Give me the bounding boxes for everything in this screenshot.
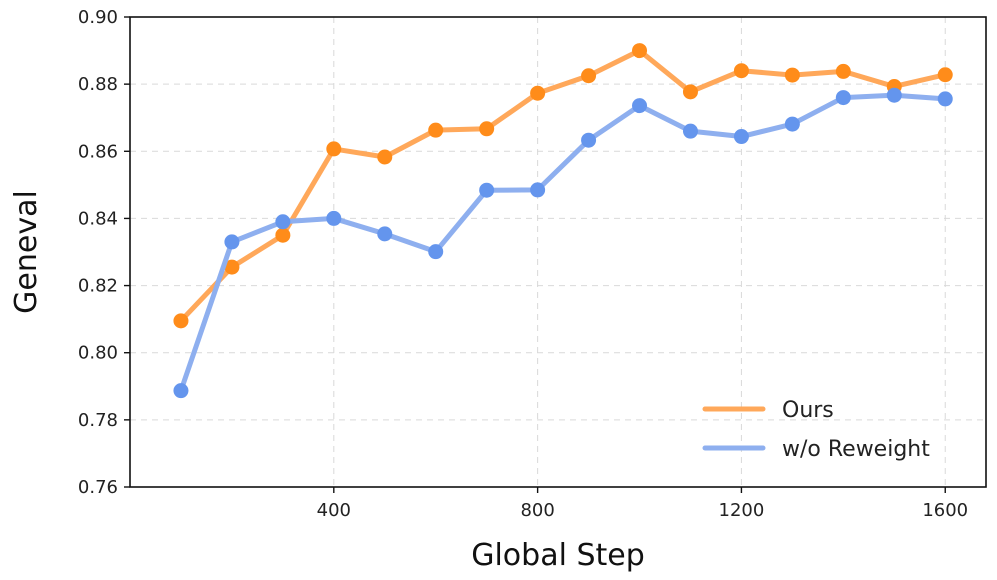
series-layer xyxy=(173,43,953,399)
data-point xyxy=(428,122,444,138)
data-point xyxy=(326,210,342,226)
y-tick-label: 0.88 xyxy=(78,74,118,95)
data-point xyxy=(632,98,648,114)
data-point xyxy=(733,63,749,79)
y-tick-label: 0.86 xyxy=(78,141,118,162)
series-ours xyxy=(173,43,953,329)
legend-label: Ours xyxy=(782,398,834,423)
legend-label: w/o Reweight xyxy=(782,437,930,462)
x-tick-label: 800 xyxy=(520,500,554,521)
data-point xyxy=(835,63,851,79)
data-point xyxy=(682,123,698,139)
x-tick-label: 1600 xyxy=(922,500,968,521)
data-point xyxy=(682,84,698,100)
data-point xyxy=(479,182,495,198)
data-point xyxy=(530,182,546,198)
data-point xyxy=(733,129,749,145)
data-point xyxy=(377,226,393,242)
data-point xyxy=(581,132,597,148)
data-point xyxy=(632,43,648,59)
legend: Ours w/o Reweight xyxy=(702,398,930,462)
data-point xyxy=(275,214,291,230)
y-axis-title: Geneval xyxy=(9,190,44,314)
data-point xyxy=(377,149,393,165)
series-line xyxy=(178,92,948,394)
y-tick-label: 0.82 xyxy=(78,276,118,297)
x-axis-title: Global Step xyxy=(471,538,645,573)
series-wo-reweight xyxy=(173,87,953,399)
data-point xyxy=(937,67,953,83)
data-point xyxy=(224,259,240,275)
data-point xyxy=(224,234,240,250)
plot-frame xyxy=(129,16,987,488)
data-point xyxy=(275,227,291,243)
x-tick-label: 1200 xyxy=(719,500,765,521)
x-tick-label: 400 xyxy=(317,500,351,521)
data-point xyxy=(173,383,189,399)
data-point xyxy=(784,67,800,83)
data-point xyxy=(428,244,444,260)
data-point xyxy=(886,87,902,103)
y-tick-label: 0.76 xyxy=(78,477,118,498)
y-tick-label: 0.80 xyxy=(78,343,118,364)
y-tick-label: 0.78 xyxy=(78,410,118,431)
y-tick-label: 0.84 xyxy=(78,208,118,229)
data-point xyxy=(784,116,800,132)
y-tick-label: 0.90 xyxy=(78,7,118,28)
data-point xyxy=(479,121,495,137)
series-line xyxy=(178,48,948,324)
data-point xyxy=(173,313,189,329)
data-point xyxy=(530,85,546,101)
data-point xyxy=(835,90,851,106)
data-point xyxy=(326,141,342,157)
data-point xyxy=(581,68,597,84)
data-point xyxy=(937,91,953,107)
axis-ticks: 0.76 0.78 0.80 0.82 0.84 0.86 0.88 0.90 400 800 12… xyxy=(78,7,968,521)
